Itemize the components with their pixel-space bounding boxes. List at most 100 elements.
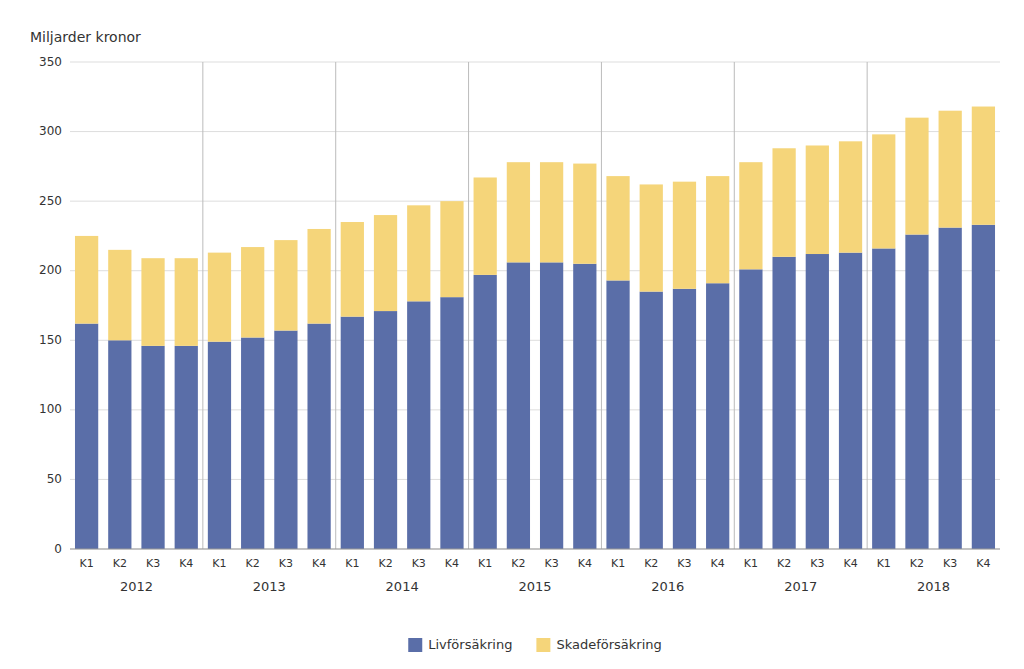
y-axis-label: Miljarder kronor xyxy=(30,29,141,45)
bar-segment xyxy=(939,228,962,549)
bar-segment xyxy=(540,262,563,549)
bar-segment xyxy=(440,201,463,297)
x-tick-label: K4 xyxy=(445,557,459,570)
bar-segment xyxy=(108,250,131,340)
x-tick-label: K4 xyxy=(976,557,990,570)
y-tick-label: 250 xyxy=(39,194,62,208)
bar-segment xyxy=(274,331,297,549)
x-tick-label: K4 xyxy=(179,557,193,570)
grid xyxy=(70,62,1000,549)
x-tick-label: K3 xyxy=(279,557,293,570)
bar-segment xyxy=(175,346,198,549)
grid-line xyxy=(70,62,1000,63)
bar-segment xyxy=(905,118,928,235)
bar-segment xyxy=(772,257,795,549)
x-tick-label: K3 xyxy=(943,557,957,570)
x-tick-label: K2 xyxy=(378,557,392,570)
bar-segment xyxy=(540,162,563,262)
group-separator xyxy=(202,62,203,549)
bar-segment xyxy=(806,254,829,549)
group-label: 2015 xyxy=(518,579,551,594)
group-separator xyxy=(867,62,868,549)
x-tick-label: K1 xyxy=(478,557,492,570)
x-tick-label: K2 xyxy=(511,557,525,570)
group-label: 2017 xyxy=(784,579,817,594)
x-tick-label: K2 xyxy=(644,557,658,570)
x-tick-label: K3 xyxy=(544,557,558,570)
x-tick-label: K4 xyxy=(578,557,592,570)
legend-swatch xyxy=(408,638,422,652)
bar-segment xyxy=(407,301,430,549)
bar-segment xyxy=(673,289,696,549)
bar-segment xyxy=(739,162,762,269)
legend-swatch xyxy=(536,638,550,652)
x-tick-label: K1 xyxy=(877,557,891,570)
bar-segment xyxy=(507,262,530,549)
bar-segment xyxy=(839,253,862,549)
x-tick-label: K3 xyxy=(412,557,426,570)
group-separator xyxy=(734,62,735,549)
x-tick-label: K1 xyxy=(744,557,758,570)
y-tick-label: 50 xyxy=(47,472,62,486)
y-tick-label: 200 xyxy=(39,263,62,277)
bar-segment xyxy=(374,311,397,549)
bar-segment xyxy=(739,269,762,549)
group-label: 2012 xyxy=(120,579,153,594)
x-tick-label: K4 xyxy=(312,557,326,570)
bar-segment xyxy=(640,184,663,291)
y-tick-label: 150 xyxy=(39,333,62,347)
bar-segment xyxy=(341,222,364,317)
bar-segment xyxy=(939,111,962,228)
legend-label: Skadeförsäkring xyxy=(556,637,661,652)
group-label: 2014 xyxy=(386,579,419,594)
y-tick-label: 350 xyxy=(39,55,62,69)
group-separator xyxy=(335,62,336,549)
chart: 0 50 100 150 200 250 300 350 K1 K2 K3 K4 K1 K2 K3 K4 K1 K… xyxy=(0,0,1024,669)
x-tick-label: K1 xyxy=(212,557,226,570)
x-tick-label: K1 xyxy=(345,557,359,570)
legend: Livförsäkring Skadeförsäkring xyxy=(408,637,662,653)
bar-segment xyxy=(706,176,729,283)
bar-segment xyxy=(606,176,629,280)
bar-segment xyxy=(806,145,829,254)
bar-segment xyxy=(307,229,330,324)
bar-segment xyxy=(606,280,629,549)
bar-segment xyxy=(772,148,795,257)
group-label: 2016 xyxy=(651,579,684,594)
bar-segment xyxy=(241,247,264,337)
bar-segment xyxy=(175,258,198,346)
bar-segment xyxy=(208,253,231,342)
bar-segment xyxy=(839,141,862,252)
x-axis-line xyxy=(70,549,1000,550)
x-tick-label: K2 xyxy=(246,557,260,570)
bar-segment xyxy=(872,248,895,549)
bar-segment xyxy=(341,317,364,549)
chart-container: 0 50 100 150 200 250 300 350 K1 K2 K3 K4 K1 K2 K3 K4 K1 K… xyxy=(0,0,1024,669)
bar-segment xyxy=(407,205,430,301)
bar-segment xyxy=(75,236,98,324)
y-tick-label: 300 xyxy=(39,124,62,138)
bar-segment xyxy=(905,235,928,549)
bar-segment xyxy=(972,107,995,225)
y-tick-label: 0 xyxy=(54,542,62,556)
bar-segment xyxy=(141,258,164,346)
bar-segment xyxy=(108,340,131,549)
bar-segment xyxy=(141,346,164,549)
x-tick-label: K2 xyxy=(910,557,924,570)
bar-segment xyxy=(573,164,596,264)
bar-segment xyxy=(241,338,264,549)
y-tick-label: 100 xyxy=(39,402,62,416)
bars xyxy=(75,107,995,549)
bar-segment xyxy=(374,215,397,311)
x-tick-label: K4 xyxy=(843,557,857,570)
bar-segment xyxy=(474,275,497,549)
grid-line xyxy=(70,549,1000,550)
bar-segment xyxy=(208,342,231,549)
group-label: 2013 xyxy=(253,579,286,594)
bar-segment xyxy=(440,297,463,549)
group-label: 2018 xyxy=(917,579,950,594)
x-tick-label: K4 xyxy=(711,557,725,570)
x-tick-label: K2 xyxy=(777,557,791,570)
legend-label: Livförsäkring xyxy=(428,637,512,652)
bar-segment xyxy=(307,324,330,549)
